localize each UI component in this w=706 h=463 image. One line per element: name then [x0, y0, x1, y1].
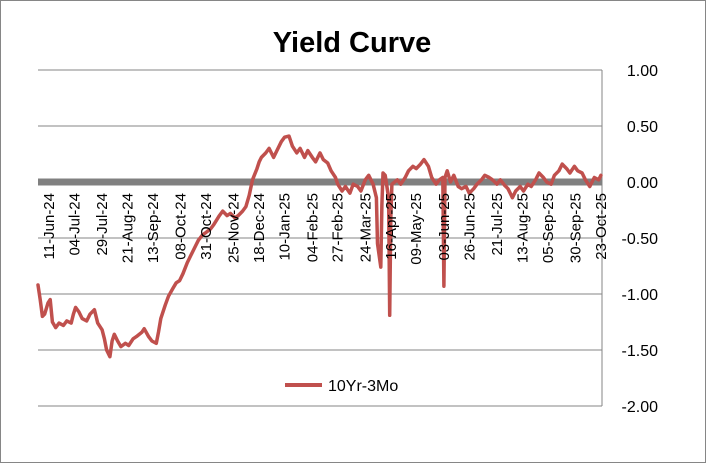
- series-line-10yr-3mo: [36, 134, 603, 359]
- x-tick-label: 31-Oct-24: [198, 193, 215, 260]
- x-tick-label: 09-May-25: [408, 193, 425, 265]
- legend-label-10yr-3mo: 10Yr-3Mo: [328, 378, 398, 395]
- y-tick-label: 0.00: [627, 175, 658, 192]
- x-tick-label: 04-Jul-24: [66, 193, 83, 256]
- y-tick-label: 0.50: [627, 119, 658, 136]
- chart-title: Yield Curve: [273, 27, 431, 59]
- x-tick-label: 25-Nov-24: [226, 193, 243, 263]
- x-tick-label: 18-Dec-24: [251, 193, 268, 263]
- y-tick-label: -2.00: [622, 399, 659, 416]
- legend: 10Yr-3Mo: [285, 378, 398, 395]
- x-tick-label: 29-Jul-24: [94, 193, 111, 256]
- gridlines: [38, 69, 603, 407]
- x-tick-label: 23-Oct-25: [593, 193, 610, 260]
- x-tick-label: 24-Mar-25: [357, 193, 374, 262]
- x-tick-label: 16-Apr-25: [383, 193, 400, 260]
- x-tick-label: 13-Sep-24: [145, 193, 162, 263]
- x-tick-label: 04-Feb-25: [304, 193, 321, 262]
- series-group: [36, 134, 603, 359]
- y-tick-label: -1.00: [622, 287, 659, 304]
- x-tick-label: 05-Sep-25: [540, 193, 557, 263]
- x-tick-label: 13-Aug-25: [514, 193, 531, 263]
- x-tick-label: 27-Feb-25: [330, 193, 347, 262]
- x-tick-labels: 11-Jun-24 04-Jul-24 29-Jul-24 21-Aug-24 13-S…: [41, 193, 610, 265]
- y-tick-label: -1.50: [622, 343, 659, 360]
- x-tick-label: 21-Aug-24: [120, 193, 137, 263]
- x-tick-label: 26-Jun-25: [461, 193, 478, 261]
- x-tick-label: 10-Jan-25: [277, 193, 294, 261]
- x-tick-label: 08-Oct-24: [173, 193, 190, 260]
- x-tick-label: 21-Jul-25: [489, 193, 506, 256]
- y-tick-labels: 1.00 0.50 0.00 -0.50 -1.00 -1.50 -2.00: [622, 63, 659, 416]
- x-tick-label: 11-Jun-24: [41, 193, 58, 259]
- x-tick-label: 03-Jun-25: [436, 193, 453, 261]
- x-tick-label: 30-Sep-25: [567, 193, 584, 263]
- y-tick-label: 1.00: [627, 63, 658, 80]
- y-tick-label: -0.50: [622, 231, 659, 248]
